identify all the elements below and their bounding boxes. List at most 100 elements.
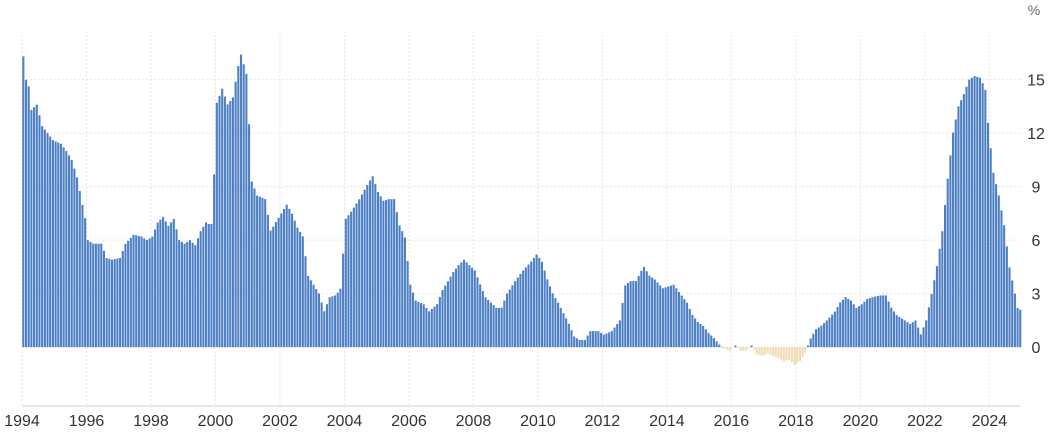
data-bar xyxy=(35,104,38,348)
data-bar xyxy=(377,191,380,348)
data-bar xyxy=(989,148,992,348)
data-bar xyxy=(530,261,533,348)
data-bar xyxy=(186,241,189,348)
data-bar xyxy=(551,293,554,348)
data-bar xyxy=(172,218,175,348)
x-tick-label: 2006 xyxy=(391,413,427,430)
data-bar xyxy=(129,237,132,348)
y-tick-label: 9 xyxy=(1032,180,1041,197)
data-bar xyxy=(503,300,506,348)
data-bar xyxy=(946,178,949,348)
data-bar xyxy=(930,294,933,348)
data-bar xyxy=(213,174,216,348)
data-bar xyxy=(500,307,503,348)
data-bar xyxy=(277,217,280,348)
x-tick-label: 2018 xyxy=(778,413,814,430)
data-bar xyxy=(938,248,941,348)
bars-layer xyxy=(22,54,1022,365)
data-bar xyxy=(892,311,896,348)
data-bar xyxy=(742,347,745,351)
data-bar xyxy=(761,347,764,357)
data-bar xyxy=(1013,293,1016,348)
data-bar xyxy=(272,226,275,348)
data-bar xyxy=(656,282,659,348)
data-bar xyxy=(704,329,707,348)
data-bar xyxy=(777,347,780,358)
data-bar xyxy=(102,250,105,348)
data-bar xyxy=(618,320,621,348)
data-bar xyxy=(280,213,283,348)
data-bar xyxy=(578,340,581,348)
data-bar xyxy=(919,334,922,348)
data-bar xyxy=(78,191,81,348)
x-tick-label: 2016 xyxy=(714,413,750,430)
data-bar xyxy=(242,64,245,348)
data-bar xyxy=(882,295,885,348)
data-bar xyxy=(70,159,73,348)
data-bar xyxy=(594,331,597,348)
data-bar xyxy=(414,300,417,348)
data-bar xyxy=(986,122,990,348)
data-bar xyxy=(250,181,253,348)
y-tick-label: 6 xyxy=(1032,233,1041,250)
data-bar xyxy=(41,126,44,348)
data-bar xyxy=(97,243,100,348)
data-bar xyxy=(933,280,936,348)
data-bar xyxy=(514,281,517,348)
data-bar xyxy=(420,303,423,348)
x-tick-label: 2020 xyxy=(843,413,879,430)
data-bar xyxy=(702,325,705,348)
data-bar xyxy=(557,302,560,348)
data-bar xyxy=(968,79,971,348)
data-bar xyxy=(839,302,842,348)
data-bar xyxy=(194,245,197,348)
data-bar xyxy=(379,196,382,348)
data-bar xyxy=(266,214,269,348)
data-bar xyxy=(927,307,930,348)
data-bar xyxy=(43,129,46,348)
data-bar xyxy=(342,253,345,348)
data-bar xyxy=(417,301,420,348)
data-bar xyxy=(874,296,877,348)
data-bar xyxy=(669,285,672,348)
data-bar xyxy=(696,322,699,348)
data-bar xyxy=(374,184,377,348)
data-bar xyxy=(1000,210,1003,348)
x-tick-label: 2008 xyxy=(456,413,492,430)
data-bar xyxy=(205,222,208,348)
data-bar xyxy=(285,204,288,348)
data-bar xyxy=(815,329,818,348)
data-bar xyxy=(750,345,753,348)
data-bar xyxy=(664,287,667,348)
data-bar xyxy=(110,259,114,348)
data-bar xyxy=(393,199,396,348)
data-bar xyxy=(54,141,57,348)
data-bar xyxy=(49,136,52,348)
data-bar xyxy=(140,236,143,348)
data-bar xyxy=(291,213,294,348)
data-bar xyxy=(879,295,882,348)
y-tick-label: 12 xyxy=(1027,126,1045,143)
data-bar xyxy=(358,199,361,348)
data-bar xyxy=(586,335,589,348)
data-bar xyxy=(347,215,350,348)
data-bar xyxy=(1005,246,1008,348)
data-bar xyxy=(62,147,65,348)
data-bar xyxy=(390,199,393,348)
data-bar xyxy=(344,218,347,348)
data-bar xyxy=(188,240,191,348)
data-bar xyxy=(984,89,987,348)
data-bar xyxy=(935,266,939,348)
data-bar xyxy=(94,243,97,348)
data-bar xyxy=(992,172,995,348)
data-bar xyxy=(460,262,463,348)
data-bar xyxy=(471,267,474,348)
data-bar xyxy=(73,168,76,348)
data-bar xyxy=(24,79,28,348)
data-bar xyxy=(124,243,127,348)
data-bar xyxy=(645,271,648,348)
data-bar xyxy=(535,254,538,348)
data-bar xyxy=(409,284,412,348)
data-bar xyxy=(312,284,315,348)
data-bar xyxy=(747,347,750,349)
